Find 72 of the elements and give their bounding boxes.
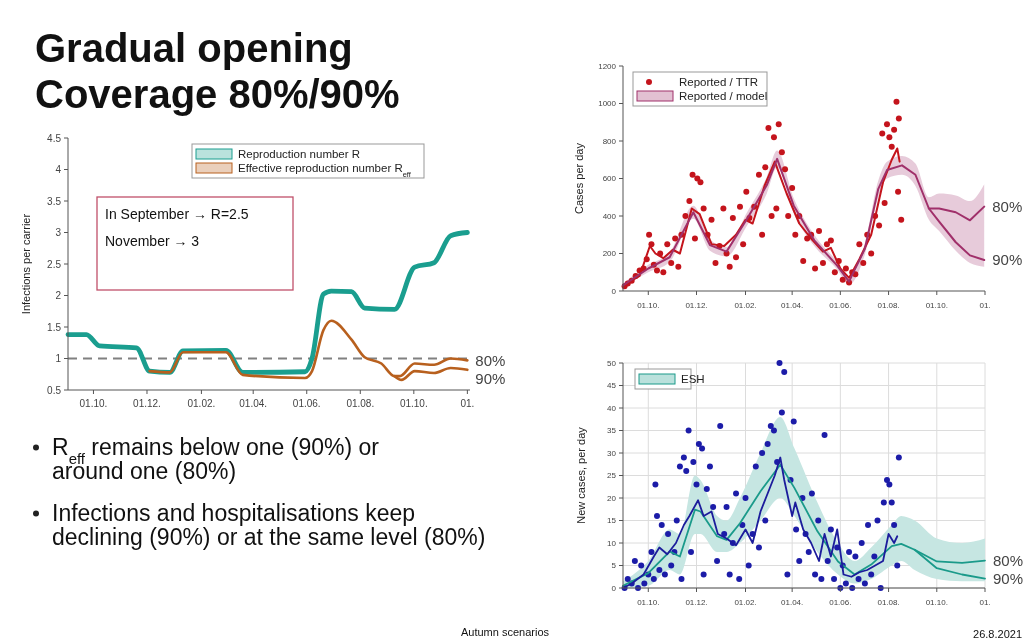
text: R$_{eff}$ remains below one (90%) or around one (80%) xyxy=(52,434,380,485)
legend-label: ESH xyxy=(681,373,705,386)
y-tick-label: 1200 xyxy=(598,61,617,71)
text: Autumn scenarios xyxy=(460,626,550,638)
y-tick-label: 25 xyxy=(607,471,617,481)
x-tick-label: 01.08. xyxy=(346,398,375,409)
x-tick-label: 01. xyxy=(979,301,991,310)
chart-title: Gradual opening Coverage 80%/90% xyxy=(35,26,400,116)
x-tick-label: 01.12. xyxy=(685,598,708,607)
y-tick-label: 3.5 xyxy=(47,195,62,207)
y-tick-label: 4.5 xyxy=(47,132,62,144)
y-tick-label: 45 xyxy=(607,381,617,391)
annotation: 90% xyxy=(992,251,1023,269)
y-axis-title: Cases per day xyxy=(573,142,585,214)
x-tick-label: 01.10. xyxy=(637,598,660,607)
legend-label: Reported / TTR xyxy=(679,76,759,89)
y-tick-label: 15 xyxy=(607,516,617,526)
y-tick-label: 3 xyxy=(55,227,62,238)
text: 26.8.2021 xyxy=(973,628,1022,640)
x-tick-label: 01.12. xyxy=(133,398,161,409)
legend-label: Reported / model xyxy=(679,90,768,103)
legend-label: Reproduction number R xyxy=(238,148,361,161)
y-tick-label: 800 xyxy=(602,136,617,146)
y-tick-label: 2 xyxy=(55,290,62,301)
y-tick-label: 0.5 xyxy=(47,384,62,396)
annotation: 80% xyxy=(993,551,1024,569)
annotation: 80% xyxy=(475,351,506,369)
annotation: 80% xyxy=(992,197,1023,215)
x-tick-label: 01.10. xyxy=(79,398,108,409)
x-tick-label: 01.08. xyxy=(877,598,900,607)
annotation: In September → R=2.5 xyxy=(105,206,249,222)
y-tick-label: 50 xyxy=(607,358,617,368)
x-tick-label: 01.10. xyxy=(637,301,660,310)
x-tick-label: 01.04. xyxy=(781,598,804,607)
y-tick-label: 4 xyxy=(55,164,62,175)
y-tick-label: 2.5 xyxy=(47,258,62,270)
x-tick-label: 01.12. xyxy=(685,301,708,310)
x-tick-label: 01.02. xyxy=(734,301,757,310)
x-tick-label: 01.06. xyxy=(829,301,852,310)
x-tick-label: 01. xyxy=(460,398,475,409)
y-tick-label: 0 xyxy=(611,583,617,593)
y-tick-label: 0 xyxy=(611,286,617,296)
x-tick-label: 01.06. xyxy=(829,598,852,607)
x-tick-label: 01.06. xyxy=(292,398,321,409)
y-tick-label: 400 xyxy=(602,211,617,221)
annotation: November → 3 xyxy=(105,233,200,249)
y-tick-label: 35 xyxy=(607,426,617,436)
x-tick-label: 01.10. xyxy=(399,398,428,409)
x-tick-label: 01.08. xyxy=(877,301,900,310)
x-tick-label: 01.10. xyxy=(925,598,948,607)
y-axis-title: Infections per carrier xyxy=(20,213,32,315)
y-tick-label: 5 xyxy=(611,561,617,571)
annotation: 90% xyxy=(475,369,506,387)
x-tick-label: 01.02. xyxy=(187,398,216,409)
y-tick-label: 1000 xyxy=(598,99,617,109)
y-tick-label: 200 xyxy=(602,249,617,259)
x-tick-label: 01.04. xyxy=(781,301,804,310)
y-tick-label: 10 xyxy=(607,538,617,548)
y-tick-label: 30 xyxy=(607,448,617,458)
y-tick-label: 1.5 xyxy=(47,321,62,333)
y-tick-label: 40 xyxy=(607,403,617,413)
y-tick-label: 600 xyxy=(602,174,617,184)
y-tick-label: 1 xyxy=(55,353,62,364)
y-tick-label: 20 xyxy=(607,493,617,503)
x-tick-label: 01.10. xyxy=(925,301,948,310)
x-tick-label: 01. xyxy=(979,598,991,607)
annotation: 90% xyxy=(993,569,1024,587)
text: Infections and hospitalisations keep declining (90%) or at the same level (80%) xyxy=(52,500,486,551)
x-tick-label: 01.02. xyxy=(734,598,757,607)
x-tick-label: 01.04. xyxy=(239,398,268,409)
y-axis-title: New cases, per day xyxy=(575,426,587,524)
legend-label: Effective reproduction number R$_{eff}$ xyxy=(238,162,412,179)
